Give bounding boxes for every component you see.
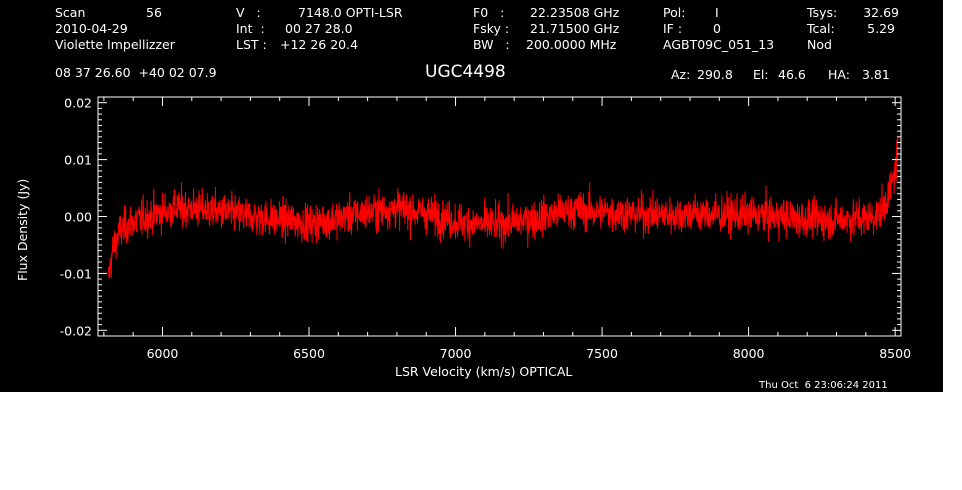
y-tick-label: -0.01 (60, 266, 92, 281)
project-id: AGBT09C_051_13 (663, 37, 775, 52)
sky-frequency-value: 21.71500 GHz (530, 21, 620, 36)
x-tick-label: 6500 (293, 346, 325, 361)
bandwidth-label: BW : (473, 37, 510, 52)
x-tick-label: 6000 (147, 346, 179, 361)
elevation-label: El: (753, 67, 769, 82)
observing-mode: Nod (807, 37, 832, 52)
tcal-label: Tcal: (807, 21, 835, 36)
x-tick-label: 7500 (586, 346, 618, 361)
source-coordinates: 08 37 26.60 +40 02 07.9 (55, 65, 217, 80)
x-tick-label: 8500 (879, 346, 911, 361)
y-tick-label: 0.02 (64, 96, 92, 111)
integration-label: Int : (236, 21, 265, 36)
spectrum-trace (107, 135, 899, 278)
observer-name: Violette Impellizzer (55, 37, 175, 52)
scan-label: Scan (55, 5, 86, 20)
y-tick-label: 0.00 (64, 210, 92, 225)
spectrum-chart: 6000 6500 7000 7500 8000 8500 -0.02 -0.01 0.00 0.… (60, 96, 911, 361)
sky-frequency-label: Fsky : (473, 21, 510, 36)
velocity-label: V : (236, 5, 261, 20)
lst-value: +12 26 20.4 (280, 37, 359, 52)
hour-angle-value: 3.81 (862, 67, 890, 82)
azimuth-value: 290.8 (697, 67, 733, 82)
polarization-label: Pol: (663, 5, 686, 20)
rest-frequency-value: 22.23508 GHz (530, 5, 620, 20)
bandwidth-value: 200.0000 MHz (526, 37, 617, 52)
if-label: IF : (663, 21, 683, 36)
chart-title: UGC4498 (425, 62, 506, 82)
x-tick-label: 7000 (440, 346, 472, 361)
azimuth-label: Az: (671, 67, 691, 82)
timestamp: Thu Oct 6 23:06:24 2011 (759, 380, 888, 391)
y-tick-label: 0.01 (64, 153, 92, 168)
velocity-value: 7148.0 OPTI-LSR (298, 5, 403, 20)
tsys-value: 32.69 (863, 5, 899, 20)
tcal-value: 5.29 (867, 21, 895, 36)
integration-value: 00 27 28.0 (285, 21, 353, 36)
tsys-label: Tsys: (807, 5, 838, 20)
x-tick-label: 8000 (733, 346, 765, 361)
lst-label: LST : (236, 37, 267, 52)
observation-date: 2010-04-29 (55, 21, 128, 36)
x-axis-label: LSR Velocity (km/s) OPTICAL (395, 364, 573, 379)
plot-panel: Scan 56 2010-04-29 Violette Impellizzer … (0, 0, 943, 392)
scan-value: 56 (146, 5, 162, 20)
y-axis-label: Flux Density (Jy) (15, 178, 30, 281)
polarization-value: I (715, 5, 719, 20)
hour-angle-label: HA: (828, 67, 850, 82)
elevation-value: 46.6 (778, 67, 806, 82)
y-tick-label: -0.02 (60, 323, 92, 338)
if-value: 0 (713, 21, 721, 36)
rest-frequency-label: F0 : (473, 5, 505, 20)
